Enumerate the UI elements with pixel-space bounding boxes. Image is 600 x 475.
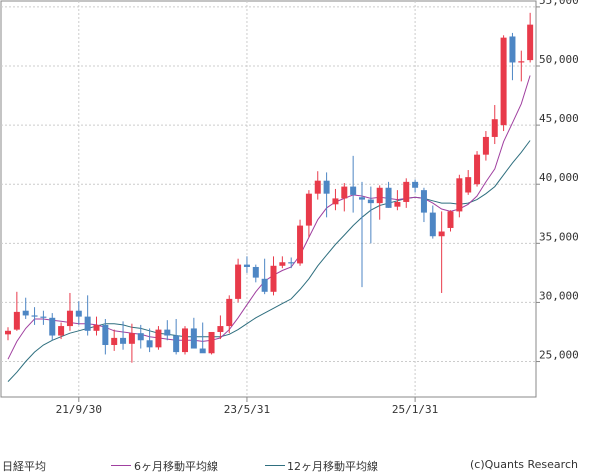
candle-body — [190, 328, 197, 349]
candle-body — [420, 190, 427, 213]
y-tick-label: 25,000 — [539, 349, 579, 362]
candle-body — [394, 201, 401, 207]
chart-title: 日経平均 — [2, 460, 46, 473]
candle-body — [155, 329, 162, 348]
candle-body — [235, 264, 242, 299]
ma12-legend-swatch — [265, 465, 285, 466]
candle-body — [252, 266, 259, 278]
candle-body — [84, 316, 91, 331]
candle-body — [217, 326, 224, 332]
candle-body — [270, 265, 277, 292]
candle-body — [199, 348, 206, 354]
candle-body — [385, 187, 392, 208]
candle-body — [323, 180, 330, 194]
candle-body — [182, 328, 188, 353]
candle-body — [226, 298, 233, 327]
candle-body — [509, 36, 516, 63]
x-tick-label: 21/9/30 — [56, 403, 102, 416]
candle-body — [5, 330, 11, 335]
candle-body — [412, 181, 419, 188]
y-tick-label: 45,000 — [539, 112, 579, 125]
candle-body — [305, 193, 312, 226]
candle-body — [75, 310, 82, 317]
candle-body — [22, 310, 29, 316]
candle-body — [376, 187, 383, 204]
candle-body — [31, 315, 38, 317]
ma6-line — [7, 75, 531, 360]
candle-body — [102, 324, 109, 345]
candle-body — [438, 231, 445, 237]
y-tick-label: 55,000 — [539, 0, 579, 7]
candle-body — [93, 324, 100, 331]
ma6-legend-swatch — [111, 465, 131, 466]
plot-frame — [0, 0, 537, 398]
candles — [5, 12, 534, 363]
candle-body — [297, 225, 304, 264]
candle-body — [243, 264, 250, 267]
candle-body — [474, 154, 481, 185]
ma6-legend-label: 6ヶ月移動平均線 — [134, 460, 218, 473]
candle-body — [456, 178, 463, 212]
ma6-series — [7, 75, 531, 360]
credit-label: (c)Quants Research — [470, 458, 578, 471]
candle-body — [128, 333, 135, 344]
candle-body — [279, 262, 286, 266]
candle-body — [403, 181, 410, 202]
y-tick-label: 50,000 — [539, 53, 579, 66]
x-tick-label: 25/1/31 — [392, 403, 438, 416]
candle-body — [429, 212, 436, 237]
candle-body — [518, 61, 525, 63]
candle-body — [49, 317, 56, 336]
candle-body — [359, 197, 365, 200]
candle-body — [341, 186, 348, 199]
y-axis: 25,000 30,000 35,000 40,000 45,000 50,000 55,0… — [536, 0, 579, 363]
candle-body — [164, 329, 171, 336]
candle-body — [66, 310, 73, 327]
candle-body — [527, 24, 534, 61]
candle-body — [13, 311, 20, 330]
candle-body — [447, 211, 454, 228]
candle-body — [111, 337, 118, 345]
chart-svg: 25,000 30,000 35,000 40,000 45,000 50,000 55,0… — [0, 0, 579, 416]
candle-body — [261, 278, 268, 292]
y-tick-label: 40,000 — [539, 171, 579, 184]
candle-body — [314, 180, 321, 194]
y-tick-label: 30,000 — [539, 289, 579, 302]
candle-body — [40, 316, 47, 318]
x-axis: 21/9/30 23/5/31 25/1/31 — [56, 397, 438, 416]
legend: 日経平均 6ヶ月移動平均線 12ヶ月移動平均線 (c)Quants Resear… — [0, 458, 600, 474]
candle-body — [137, 333, 144, 341]
candle-body — [173, 335, 180, 353]
candle-body — [491, 119, 498, 137]
x-tick-label: 23/5/31 — [224, 403, 270, 416]
candle-body — [120, 337, 127, 344]
candle-body — [367, 199, 374, 204]
candle-body — [350, 186, 357, 195]
candle-body — [58, 326, 65, 336]
ma12-legend-label: 12ヶ月移動平均線 — [287, 460, 378, 473]
candle-body — [146, 340, 153, 348]
candle-body — [500, 37, 507, 126]
candle-body — [208, 331, 215, 354]
candle-body — [482, 136, 489, 155]
candle-body — [332, 198, 339, 205]
candle-body — [288, 262, 295, 264]
y-tick-label: 35,000 — [539, 230, 579, 243]
candle-body — [465, 177, 472, 193]
